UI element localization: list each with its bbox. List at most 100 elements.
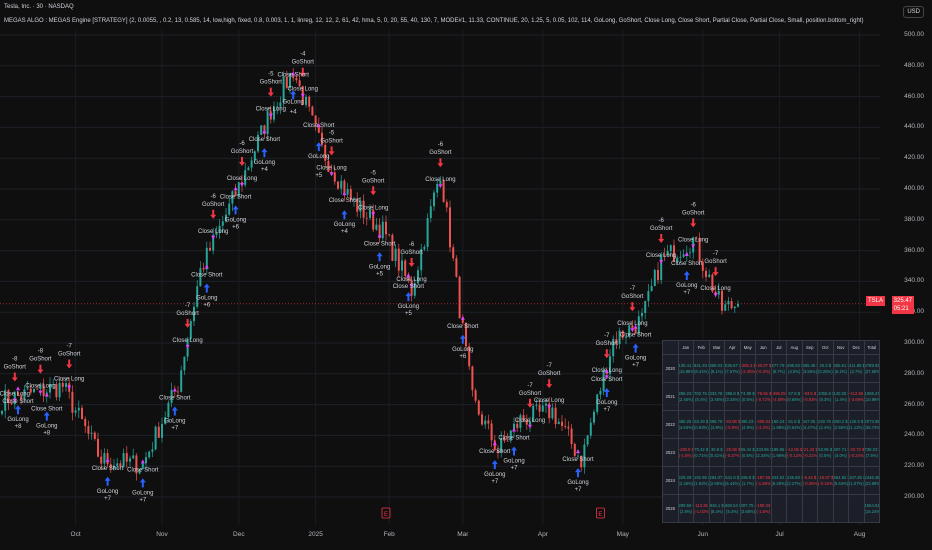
close-marker-icon: [204, 264, 209, 269]
pnl-value: 250.2 $: [833, 419, 848, 424]
candle-body: [119, 463, 122, 467]
signal-long[interactable]: GoLong+7 Close Short: [159, 387, 191, 432]
signal-short[interactable]: GoShort -6 Close Long: [198, 194, 228, 240]
candle-body: [385, 221, 387, 235]
signal-short[interactable]: GoShort -5 Close Long: [256, 72, 286, 118]
close-marker-icon: [438, 184, 443, 189]
indicator-legend[interactable]: MEGAS ALGO : MEGAS Engine [STRATEGY] (2,…: [4, 18, 864, 24]
signal-short[interactable]: GoShort -4 Close Long: [288, 52, 318, 98]
signal-qty: +7: [603, 407, 611, 413]
performance-cell: 53.95 $ (0.5%): [817, 438, 834, 467]
signal-short[interactable]: GoShort -7 Close Long: [534, 363, 564, 410]
signal-long[interactable]: GoLong+7 Close Short: [620, 324, 652, 369]
signal-long[interactable]: GoLong+7 Close Short: [562, 449, 594, 493]
performance-cell: 736.23 $ (7.5%): [863, 438, 880, 467]
pnl-percent: (3.55%): [802, 368, 818, 374]
candle-body: [666, 251, 669, 256]
price-axis[interactable]: USD 500.00 480.00 460.00 440.00 420.00 400.00…: [882, 0, 932, 525]
event-flag-label: E: [598, 512, 602, 518]
close-marker-icon: [240, 183, 244, 188]
pnl-percent: (-4.3%): [756, 424, 771, 430]
pnl-percent: (-0.06%): [802, 480, 818, 486]
close-marker-icon: [684, 251, 689, 256]
signal-qty: +5: [315, 173, 323, 179]
year-cell: 2025: [662, 494, 679, 523]
signal-short[interactable]: GoShort -7 Close Long: [54, 344, 84, 390]
year-cell: 2021: [662, 382, 679, 411]
symbol-title[interactable]: Tesla, Inc. · 30 · NASDAQ: [4, 4, 74, 10]
close-marker-icon: [140, 459, 145, 464]
currency-button[interactable]: USD: [903, 6, 924, 18]
signal-short[interactable]: GoShort -8 Close Long: [25, 349, 56, 395]
arrow-down-icon: [184, 318, 191, 328]
pnl-percent: (4.8%): [710, 424, 723, 430]
signal-long[interactable]: GoLong+6 Close Short: [220, 186, 252, 230]
signal-label: GoLong: [196, 295, 217, 301]
pnl-value: -79.65 $: [756, 391, 771, 396]
pnl-value: 53.95 $: [818, 447, 833, 452]
close-marker-icon: [44, 392, 49, 397]
pnl-percent: (1.98%): [771, 424, 787, 430]
signal-long[interactable]: GoLong+7 Close Short: [92, 457, 124, 502]
signal-short[interactable]: GoShort -8 Close Long: [0, 356, 30, 403]
candle-body: [538, 404, 541, 412]
pnl-percent: (-0.72%): [756, 396, 771, 402]
pnl-percent: (-0.21%): [802, 452, 818, 458]
performance-cell: 140.25 $ (1.4%): [832, 382, 849, 411]
candle-body: [317, 124, 320, 133]
signal-short[interactable]: GoShort -6 Close Long: [678, 202, 708, 249]
signal-long[interactable]: GoLong+6 Close Short: [447, 315, 479, 360]
signal-long[interactable]: GoLong+6 Close Short: [191, 264, 223, 308]
close-label: Close Short: [220, 194, 252, 200]
candle-body: [285, 76, 288, 88]
signal-long[interactable]: GoLong+7 Close Short: [127, 459, 159, 503]
time-tick: Oct: [70, 531, 81, 538]
signal-short[interactable]: GoShort -6 Close Long: [425, 142, 456, 189]
pnl-percent: (1.7%): [741, 480, 754, 486]
candle-body: [125, 453, 128, 462]
signal-short[interactable]: GoShort -6 Close Long: [227, 141, 257, 188]
time-axis[interactable]: Oct Nov Dec 2025 Feb Mar Apr May Jun Jul Aug: [0, 525, 932, 550]
signal-qty: -6: [691, 202, 697, 208]
signal-short[interactable]: GoShort -7 Close Long: [172, 303, 203, 349]
performance-cell: -412.85 $(-3.69%): [848, 382, 865, 411]
candle-body: [324, 144, 327, 161]
pnl-value: -265.3 $: [740, 363, 756, 368]
signal-short[interactable]: GoShort -5 Close Long: [358, 170, 388, 217]
candle-body: [407, 275, 410, 281]
signal-long[interactable]: GoLong+7 Close Short: [671, 251, 703, 296]
performance-cell: 233.86 $ (2.34%): [755, 438, 772, 467]
price-tick: 300.00: [904, 339, 924, 346]
signal-qty: -5: [371, 170, 377, 176]
year-cell: 2023: [662, 438, 679, 467]
signal-long[interactable]: GoLong+7 Close Short: [498, 427, 530, 471]
signal-long[interactable]: GoLong+8 Close Short: [2, 386, 34, 430]
signal-long[interactable]: GoLong+7 Close Short: [591, 368, 623, 413]
table-row: 2024 229.28 $ (2.26%) 162.95 $ (1.62%) 284.07…: [662, 466, 880, 495]
signal-long[interactable]: GoLong+8 Close Short: [31, 392, 63, 437]
signal-short[interactable]: GoShort -5 Close Long: [316, 130, 347, 177]
table-header: Mar: [708, 340, 725, 355]
pnl-value: 536.67 $: [725, 363, 740, 368]
bar-countdown: 05:21: [893, 306, 909, 312]
signal-short[interactable]: GoShort -6 Close Long: [646, 218, 676, 265]
table-header: [662, 340, 679, 355]
pnl-value: 36.8 $: [710, 447, 723, 452]
signal-long[interactable]: GoLong+7 Close Short: [479, 441, 511, 485]
close-marker-icon: [316, 123, 321, 128]
close-label: Close Short: [479, 449, 511, 455]
pnl-percent: (3.34%): [725, 396, 740, 402]
candle-body: [372, 209, 375, 230]
signal-short[interactable]: GoShort -7 Close Long: [617, 286, 648, 333]
signal-short[interactable]: GoShort -7 Close Long: [700, 251, 731, 298]
pnl-percent: (3.45%): [709, 396, 725, 402]
signal-short[interactable]: GoShort -7 Close Long: [515, 383, 545, 429]
candle-body: [487, 420, 490, 424]
signal-short[interactable]: GoShort -6 Close Long: [396, 242, 427, 288]
